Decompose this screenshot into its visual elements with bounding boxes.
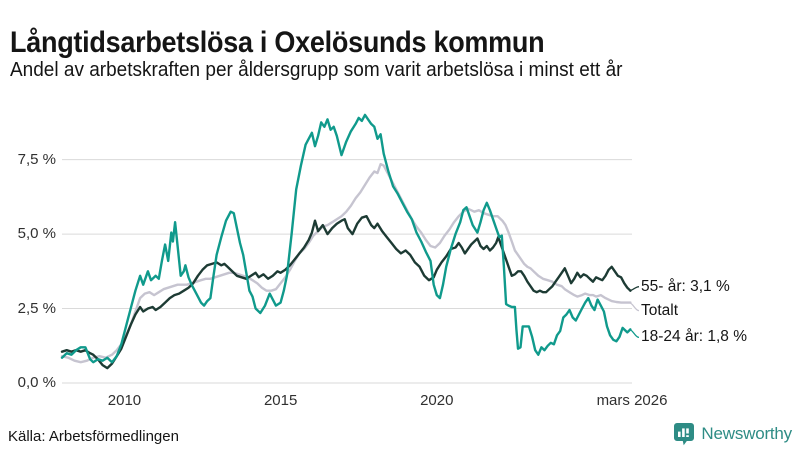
series-line-55-ar [60,214,632,370]
chart-speech-bubble-icon [674,423,695,446]
series-line-totalt [60,162,632,364]
annotation-connector [628,286,640,292]
x-axis-tick-label: 2015 [263,392,298,409]
brand-name: Newsworthy [701,423,792,443]
x-axis-tick-label: mars 2026 [596,392,668,409]
y-axis-tick-label: 2,5 % [17,299,56,317]
series-annotation-label: Totalt [641,301,679,319]
y-axis-tick-label: 7,5 % [17,150,56,168]
x-axis-tick-label: 2010 [107,392,142,409]
y-axis-tick-label: 0,0 % [17,374,56,391]
annotation-connector [628,328,640,339]
series-annotation-label: 55- år: 3,1 % [641,277,730,295]
series-annotation-label: 18-24 år: 1,8 % [641,328,747,346]
series-line-18-24-ar [60,113,632,364]
source-note: Källa: Arbetsförmedlingen [8,428,179,445]
x-axis-tick-label: 2020 [420,392,454,409]
newsworthy-logo: Newsworthy [672,421,792,446]
y-axis-tick-label: 5,0 % [17,225,56,243]
page-title: Långtidsarbetslösa i Oxelösunds kommun [10,26,545,60]
chart-subtitle: Andel av arbetskraften per åldersgrupp s… [10,59,623,81]
annotation-connector [628,301,640,312]
